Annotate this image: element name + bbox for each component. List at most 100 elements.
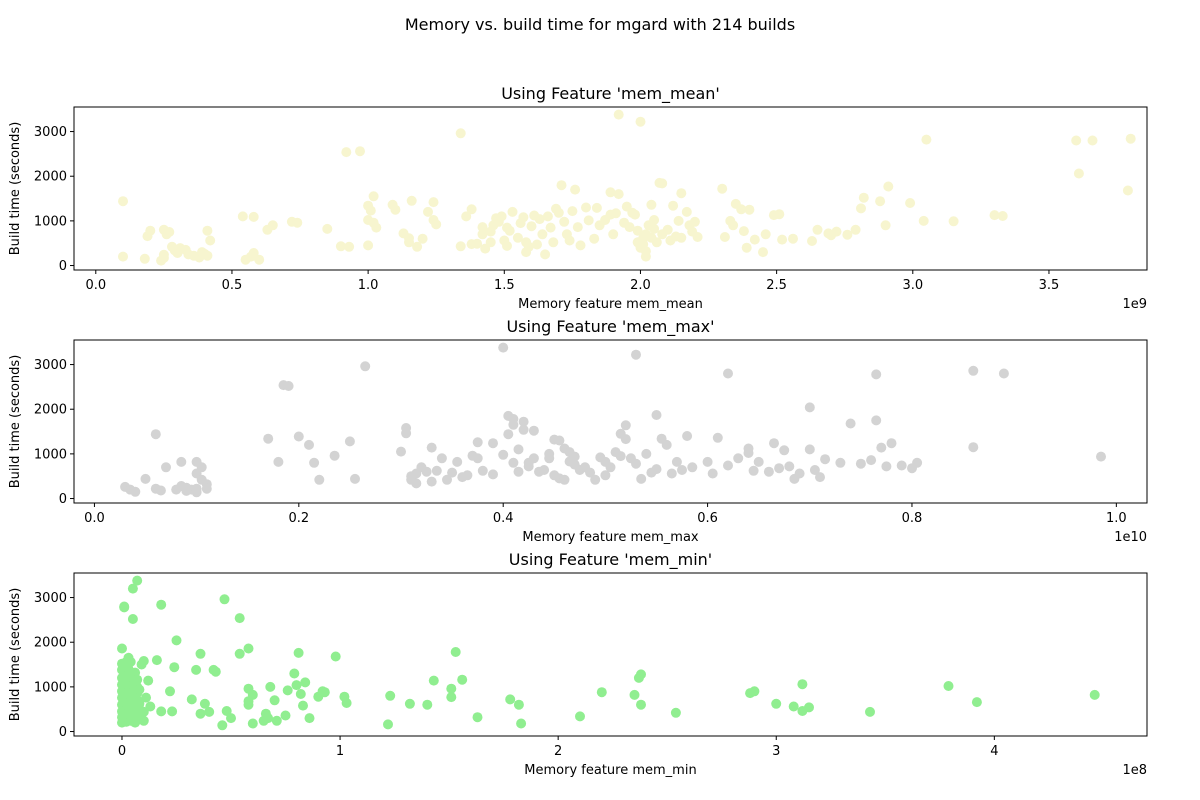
data-point <box>615 451 626 462</box>
subplot-title: Using Feature 'mem_max' <box>506 317 714 337</box>
data-point <box>283 381 294 391</box>
data-point <box>712 432 723 443</box>
data-point <box>150 429 161 440</box>
data-point <box>723 460 733 471</box>
data-point <box>401 428 412 439</box>
data-point <box>632 225 643 236</box>
x-tick-label: 4 <box>990 744 998 759</box>
data-point <box>997 211 1008 221</box>
data-point <box>636 473 647 484</box>
data-point <box>581 202 591 213</box>
x-tick-label: 3.5 <box>1039 278 1060 293</box>
data-point <box>446 692 457 703</box>
y-tick-label: 2000 <box>34 403 67 418</box>
data-point <box>774 463 785 474</box>
data-point <box>210 666 221 677</box>
x-tick-label: 0.0 <box>85 278 106 293</box>
data-point <box>1087 135 1098 146</box>
data-point <box>127 614 138 624</box>
data-point <box>620 434 631 445</box>
data-point <box>508 414 519 424</box>
data-point <box>132 575 143 586</box>
data-point <box>396 446 406 457</box>
data-point <box>455 241 466 252</box>
data-point <box>876 442 887 453</box>
data-point <box>171 635 182 646</box>
data-point <box>513 699 524 710</box>
data-point <box>880 220 891 231</box>
data-point <box>539 465 550 475</box>
data-point <box>304 439 314 450</box>
data-point <box>971 697 982 708</box>
data-point <box>248 248 259 258</box>
data-point <box>169 662 180 673</box>
subplot-1: Using Feature 'mem_mean' 0.0 0.5 1.0 1.5 2.0 2… <box>8 84 1148 312</box>
data-point <box>537 229 548 240</box>
x-tick-label: 3 <box>772 744 780 759</box>
data-point <box>466 204 477 215</box>
points-group <box>117 575 1100 731</box>
data-point <box>835 457 846 468</box>
x-tick-label: 0.0 <box>84 511 105 526</box>
data-point <box>202 225 213 236</box>
data-point <box>263 713 274 724</box>
data-point <box>457 674 468 685</box>
data-point <box>271 715 282 726</box>
data-point <box>341 147 352 158</box>
data-point <box>368 191 379 202</box>
data-point <box>442 474 452 485</box>
data-point <box>567 206 578 217</box>
data-point <box>570 184 581 195</box>
data-point <box>269 695 280 706</box>
data-point <box>191 487 202 498</box>
data-point <box>498 449 509 460</box>
data-point <box>426 476 437 487</box>
data-point <box>119 601 130 612</box>
data-point <box>760 229 771 240</box>
y-tick-label: 3000 <box>34 125 67 140</box>
data-point <box>421 466 432 477</box>
data-point <box>631 349 641 360</box>
data-point <box>383 719 393 730</box>
data-point <box>477 222 488 233</box>
data-point <box>161 462 171 473</box>
data-point <box>472 453 483 464</box>
data-point <box>748 465 759 476</box>
data-point <box>875 196 886 207</box>
data-point <box>417 233 428 244</box>
data-point <box>273 456 284 467</box>
data-point <box>918 215 929 226</box>
data-point <box>513 444 524 455</box>
data-point <box>280 710 291 721</box>
data-point <box>774 209 785 220</box>
data-point <box>784 461 795 472</box>
data-point <box>528 453 539 464</box>
data-point <box>199 698 210 709</box>
data-point <box>265 681 276 692</box>
data-point <box>788 701 799 712</box>
data-point <box>523 241 534 252</box>
data-point <box>948 216 959 227</box>
subplot-2: Using Feature 'mem_max' 0.0 0.2 0.4 0.6 0.8 1.… <box>8 317 1148 545</box>
data-point <box>677 465 687 475</box>
subplot-title: Using Feature 'mem_mean' <box>501 84 720 104</box>
data-point <box>138 706 149 717</box>
data-point <box>717 183 728 194</box>
data-point <box>624 222 635 233</box>
data-point <box>293 647 304 658</box>
data-point <box>532 239 542 250</box>
data-point <box>165 686 175 697</box>
data-point <box>472 238 483 249</box>
data-point <box>845 418 856 429</box>
x-axis-label: Memory feature mem_mean <box>518 297 703 312</box>
data-point <box>743 443 754 454</box>
data-point <box>831 226 842 237</box>
y-tick-label: 3000 <box>34 591 67 606</box>
data-point <box>371 222 382 233</box>
data-point <box>406 195 417 206</box>
y-tick-label: 0 <box>59 259 67 274</box>
data-point <box>636 669 646 680</box>
data-point <box>590 474 601 485</box>
data-point <box>553 207 564 218</box>
data-point <box>130 486 141 497</box>
